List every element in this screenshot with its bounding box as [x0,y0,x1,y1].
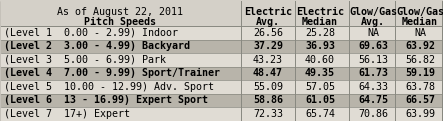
Text: As of August 22, 2011: As of August 22, 2011 [57,7,183,17]
Text: 56.13: 56.13 [358,55,388,65]
Text: 61.05: 61.05 [305,95,335,105]
Text: 58.86: 58.86 [253,95,283,105]
Text: NA: NA [414,28,426,38]
Bar [0,94,443,107]
Text: (Level 4  7.00 - 9.99) Sport/Trainer: (Level 4 7.00 - 9.99) Sport/Trainer [4,68,220,78]
Text: 36.93: 36.93 [305,41,335,51]
Text: 40.60: 40.60 [305,55,335,65]
Text: (Level 1  0.00 - 2.99) Indoor: (Level 1 0.00 - 2.99) Indoor [4,28,178,38]
Bar [0,107,443,121]
Text: NA: NA [367,28,379,38]
Text: Glow/Gas: Glow/Gas [396,7,443,17]
Text: (Level 6  13 - 16.99) Expert Sport: (Level 6 13 - 16.99) Expert Sport [4,95,208,105]
Text: Median: Median [302,17,338,27]
Bar [0,39,443,53]
Text: 61.73: 61.73 [358,68,388,78]
Text: 63.92: 63.92 [405,41,435,51]
Text: 55.09: 55.09 [253,82,283,92]
Text: 57.05: 57.05 [305,82,335,92]
Bar [0,0,443,26]
Text: 26.56: 26.56 [253,28,283,38]
Text: Electric: Electric [244,7,292,17]
Text: 59.19: 59.19 [405,68,435,78]
Text: Median: Median [402,17,438,27]
Text: 43.23: 43.23 [253,55,283,65]
Text: 64.75: 64.75 [358,95,388,105]
Bar [0,67,443,80]
Bar [0,26,443,39]
Text: Glow/Gas: Glow/Gas [349,7,397,17]
Text: 48.47: 48.47 [253,68,283,78]
Text: 66.57: 66.57 [405,95,435,105]
Text: (Level 7  17+) Expert: (Level 7 17+) Expert [4,109,130,119]
Bar [0,53,443,67]
Text: 37.29: 37.29 [253,41,283,51]
Text: (Level 3  5.00 - 6.99) Park: (Level 3 5.00 - 6.99) Park [4,55,166,65]
Text: 64.33: 64.33 [358,82,388,92]
Text: 69.63: 69.63 [358,41,388,51]
Text: 56.82: 56.82 [405,55,435,65]
Text: Pitch Speeds: Pitch Speeds [84,17,156,27]
Text: 25.28: 25.28 [305,28,335,38]
Text: 72.33: 72.33 [253,109,283,119]
Text: Electric: Electric [296,7,344,17]
Bar [0,80,443,94]
Text: 63.99: 63.99 [405,109,435,119]
Text: (Level 2  3.00 - 4.99) Backyard: (Level 2 3.00 - 4.99) Backyard [4,41,190,51]
Text: 65.74: 65.74 [305,109,335,119]
Text: 70.86: 70.86 [358,109,388,119]
Text: Avg.: Avg. [361,17,385,27]
Text: (Level 5  10.00 - 12.99) Adv. Sport: (Level 5 10.00 - 12.99) Adv. Sport [4,82,214,92]
Text: Avg.: Avg. [256,17,280,27]
Text: 49.35: 49.35 [305,68,335,78]
Text: 63.78: 63.78 [405,82,435,92]
